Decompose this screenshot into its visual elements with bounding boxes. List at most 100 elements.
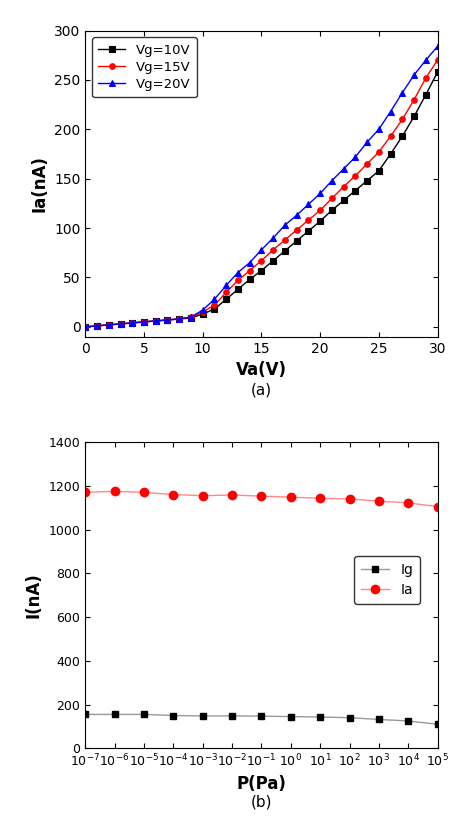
Vg=15V — [294, 225, 300, 235]
Vg=20V — [400, 87, 405, 97]
Ig — [435, 720, 440, 730]
Vg=10V — [118, 319, 123, 329]
Vg=20V — [223, 280, 229, 290]
Vg=10V — [153, 316, 159, 326]
Ig — [200, 711, 206, 721]
Vg=10V — [282, 245, 288, 255]
Vg=20V — [411, 70, 417, 80]
Vg=15V — [317, 206, 323, 215]
Ig — [317, 712, 323, 722]
Vg=10V — [164, 315, 170, 325]
Vg=10V — [294, 236, 300, 246]
Line: Vg=10V: Vg=10V — [82, 69, 440, 329]
Text: (a): (a) — [251, 383, 272, 398]
Vg=15V — [223, 287, 229, 297]
Vg=15V — [106, 319, 111, 329]
Vg=10V — [235, 285, 241, 295]
Vg=20V — [153, 316, 159, 326]
Vg=10V — [129, 318, 135, 328]
Vg=10V — [211, 304, 217, 314]
Vg=20V — [118, 319, 123, 329]
Vg=15V — [188, 312, 194, 322]
Vg=20V — [294, 210, 300, 220]
Ig — [229, 711, 235, 721]
Vg=20V — [388, 106, 393, 116]
Vg=15V — [200, 307, 206, 317]
Line: Vg=20V: Vg=20V — [82, 42, 441, 330]
Vg=15V — [176, 314, 182, 324]
Vg=15V — [411, 95, 417, 105]
Vg=15V — [129, 318, 135, 328]
Vg=15V — [376, 147, 382, 157]
Ig — [405, 716, 411, 726]
Legend: Vg=10V, Vg=15V, Vg=20V: Vg=10V, Vg=15V, Vg=20V — [92, 37, 197, 97]
Legend: Ig, Ia: Ig, Ia — [355, 556, 420, 603]
Vg=10V — [270, 255, 276, 265]
Line: Vg=15V: Vg=15V — [82, 57, 440, 329]
Vg=20V — [164, 315, 170, 325]
Vg=20V — [423, 55, 428, 65]
Ia — [82, 488, 88, 498]
Ig — [259, 711, 264, 721]
Vg=15V — [353, 171, 358, 181]
Vg=20V — [376, 124, 382, 134]
Vg=10V — [435, 67, 440, 77]
Vg=10V — [341, 196, 346, 206]
Vg=15V — [247, 265, 253, 275]
Ig — [288, 711, 293, 721]
Vg=15V — [141, 317, 147, 327]
Vg=20V — [259, 245, 264, 255]
Vg=15V — [235, 275, 241, 285]
Vg=10V — [141, 317, 147, 327]
Ia — [317, 493, 323, 503]
Vg=20V — [353, 152, 358, 162]
Vg=10V — [365, 176, 370, 186]
Vg=20V — [82, 322, 88, 332]
Ia — [141, 488, 147, 498]
Vg=15V — [82, 322, 88, 332]
Vg=15V — [282, 235, 288, 245]
Vg=20V — [200, 305, 206, 315]
Line: Ig: Ig — [82, 711, 441, 728]
Vg=10V — [376, 166, 382, 176]
Vg=10V — [82, 322, 88, 332]
Ia — [376, 496, 382, 506]
Vg=20V — [306, 200, 311, 210]
Vg=15V — [388, 131, 393, 141]
Ia — [259, 491, 264, 501]
Vg=10V — [317, 216, 323, 226]
Vg=15V — [118, 319, 123, 329]
Ia — [288, 493, 293, 503]
Vg=15V — [329, 194, 335, 204]
Vg=10V — [259, 265, 264, 275]
Ia — [200, 491, 206, 501]
Ig — [376, 715, 382, 725]
Vg=10V — [106, 319, 111, 329]
Vg=15V — [306, 215, 311, 225]
Vg=10V — [188, 313, 194, 323]
Vg=10V — [176, 314, 182, 324]
Vg=20V — [188, 312, 194, 322]
Vg=15V — [153, 316, 159, 326]
Vg=10V — [247, 275, 253, 285]
Vg=10V — [353, 186, 358, 196]
Ia — [171, 489, 176, 499]
Vg=10V — [306, 226, 311, 236]
Vg=10V — [400, 131, 405, 141]
Ia — [112, 487, 118, 497]
Vg=10V — [411, 111, 417, 121]
Vg=20V — [211, 295, 217, 305]
Vg=20V — [435, 42, 440, 52]
Vg=10V — [388, 149, 393, 159]
Y-axis label: Ia(nA): Ia(nA) — [30, 156, 48, 212]
Ia — [229, 490, 235, 500]
Vg=10V — [223, 295, 229, 305]
Ig — [171, 711, 176, 721]
Vg=20V — [270, 233, 276, 243]
Vg=15V — [423, 73, 428, 83]
Vg=15V — [259, 255, 264, 265]
Vg=15V — [164, 315, 170, 325]
Vg=15V — [211, 300, 217, 310]
Vg=20V — [94, 321, 100, 331]
Vg=20V — [235, 268, 241, 278]
